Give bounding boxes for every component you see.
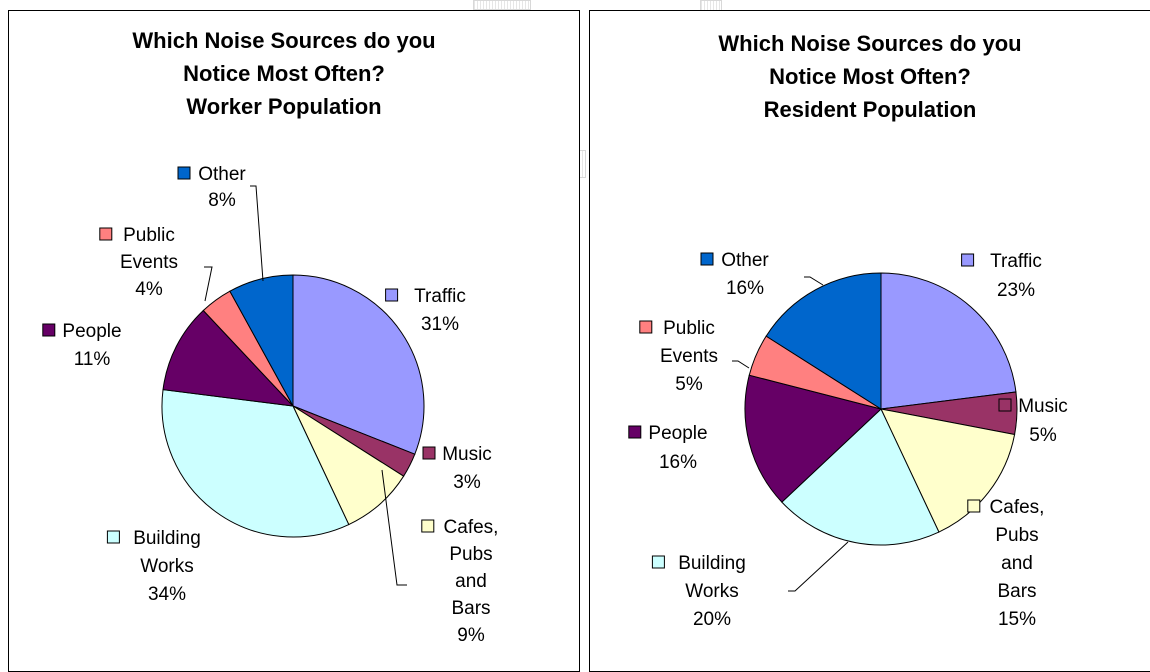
data-label-music: Music 3% <box>422 444 492 493</box>
data-label-text: Traffic <box>414 286 466 307</box>
data-label-percent: 5% <box>1029 425 1057 446</box>
legend-key-traffic <box>961 253 975 267</box>
leader-line-public-events <box>732 360 750 369</box>
data-label-traffic: Traffic 23% <box>961 251 1042 301</box>
leader-line-public-events <box>204 266 213 302</box>
data-label-percent: 4% <box>135 279 163 300</box>
leader-line-cafes-pubs-bars <box>381 469 407 586</box>
legend-key-cafes-pubs-bars <box>967 499 981 513</box>
background-scrap <box>473 0 531 10</box>
data-label-percent: 20% <box>693 609 731 630</box>
legend-key-people <box>628 425 642 439</box>
resident-pie-chart: Which Noise Sources do you Notice Most Of… <box>628 31 1068 630</box>
data-label-text: Music <box>1018 396 1068 417</box>
legend-key-public-events <box>639 320 653 334</box>
data-label-text: Works <box>685 581 738 602</box>
data-label-cafes-pubs-bars: Cafes, Pubs and Bars 9% <box>421 517 499 646</box>
legend-key-music <box>998 398 1012 412</box>
leader-line-building-works <box>788 541 849 592</box>
data-label-text: People <box>648 423 707 444</box>
data-label-text: Building <box>678 553 746 574</box>
worker-pie-chart: Which Noise Sources do you Notice Most Of… <box>42 28 499 646</box>
legend-key-traffic <box>385 288 399 302</box>
data-label-text: Building <box>133 528 201 549</box>
data-label-percent: 16% <box>659 452 697 473</box>
legend-key-public-events <box>99 227 113 241</box>
data-label-text: Music <box>442 444 492 465</box>
data-label-percent: 11% <box>74 349 111 370</box>
legend-key-people <box>42 323 56 337</box>
data-label-text: Public <box>663 318 715 339</box>
data-label-other: Other 8% <box>177 164 246 211</box>
pie-slice-cafes-pubs-bars <box>880 408 1016 533</box>
pie-slice-traffic <box>292 274 425 455</box>
pie-slice-building-works <box>781 408 940 546</box>
leader-line-other <box>250 185 264 282</box>
data-label-other: Other 16% <box>700 250 769 299</box>
data-label-percent: 8% <box>208 190 236 211</box>
data-label-text: Works <box>140 556 193 577</box>
chart-title: Which Noise Sources do you Notice Most Of… <box>718 31 1021 122</box>
data-label-percent: 16% <box>726 278 764 299</box>
leader-line-other <box>804 276 824 286</box>
data-label-percent: 15% <box>998 609 1036 630</box>
data-label-building-works: Building Works 20% <box>651 553 746 630</box>
legend-key-building-works <box>106 530 120 544</box>
data-label-percent: 3% <box>453 472 481 493</box>
legend-key-music <box>422 446 436 460</box>
data-label-text: and <box>1001 553 1033 574</box>
pie-slice-traffic <box>880 272 1017 410</box>
data-label-public-events: Public Events 5% <box>639 318 718 395</box>
data-label-percent: 5% <box>675 374 703 395</box>
pie-slice-people <box>162 309 295 407</box>
data-label-text: Cafes, <box>990 497 1045 518</box>
data-label-text: Public <box>123 225 175 246</box>
legend-key-other <box>700 252 714 266</box>
data-label-text: Bars <box>451 598 490 619</box>
data-label-text: and <box>455 571 487 592</box>
data-label-people: People 11% <box>42 321 122 370</box>
pie-slice-people <box>744 374 883 503</box>
pie-slice-building-works <box>161 389 350 538</box>
data-label-text: Pubs <box>449 544 492 565</box>
legend-key-other <box>177 166 191 180</box>
data-label-public-events: Public Events 4% <box>99 225 178 300</box>
data-label-text: People <box>62 321 121 342</box>
data-label-text: Traffic <box>990 251 1042 272</box>
legend-key-building-works <box>651 555 665 569</box>
resident-chart-panel: Which Noise Sources do you Notice Most Of… <box>589 10 1150 672</box>
data-label-cafes-pubs-bars: Cafes, Pubs and Bars 15% <box>967 497 1045 630</box>
data-label-text: Events <box>660 346 718 367</box>
data-label-text: Cafes, <box>444 517 499 538</box>
data-label-text: Bars <box>997 581 1036 602</box>
data-label-text: Other <box>198 164 246 185</box>
legend-key-cafes-pubs-bars <box>421 519 435 533</box>
data-label-percent: 23% <box>997 280 1035 301</box>
chart-title: Which Noise Sources do you Notice Most Of… <box>132 28 435 119</box>
data-label-text: Events <box>120 252 178 273</box>
data-label-text: Pubs <box>995 525 1038 546</box>
data-label-traffic: Traffic 31% <box>385 286 466 335</box>
data-label-text: Other <box>721 250 769 271</box>
pie-slice-other <box>765 272 882 410</box>
pie-slice-other <box>229 274 294 407</box>
data-label-music: Music 5% <box>998 396 1068 446</box>
data-label-people: People 16% <box>628 423 708 473</box>
worker-chart-panel: Which Noise Sources do you Notice Most Of… <box>8 10 580 672</box>
data-label-percent: 34% <box>148 584 186 605</box>
data-label-percent: 9% <box>457 625 485 646</box>
data-label-building-works: Building Works 34% <box>106 528 201 605</box>
data-label-percent: 31% <box>421 314 459 335</box>
